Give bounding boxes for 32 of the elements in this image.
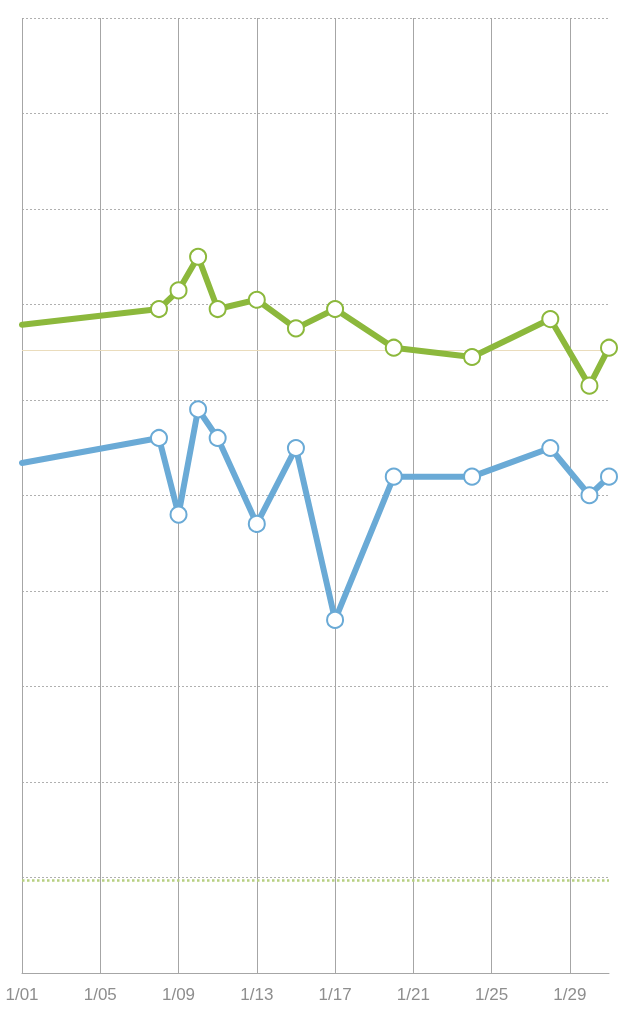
point [580,376,599,395]
point [541,438,560,457]
point [169,281,188,300]
x-tick-label: 1/01 [5,985,39,1004]
point [208,300,227,319]
point [326,300,345,319]
point [600,338,618,357]
point [541,310,560,329]
point [149,300,168,319]
point [384,338,403,357]
x-tick-label: 1/13 [240,985,274,1004]
point [189,400,208,419]
point [247,514,266,533]
x-tick-label: 1/09 [161,985,196,1004]
point [169,505,188,524]
x-tick-label: 1/25 [475,985,509,1004]
point [286,319,305,338]
point [286,438,305,457]
x-tick-label: 1/17 [318,985,352,1004]
x-tick-label: 1/29 [553,985,587,1004]
point [463,467,482,486]
point [189,247,208,266]
point [384,467,403,486]
point [247,290,266,309]
x-tick-label: 1/05 [83,985,117,1004]
point [600,467,618,486]
point [326,610,345,629]
x-tick-label: 1/21 [396,985,430,1004]
point [580,486,599,505]
point [208,428,227,447]
point [149,428,168,447]
point [463,348,482,367]
